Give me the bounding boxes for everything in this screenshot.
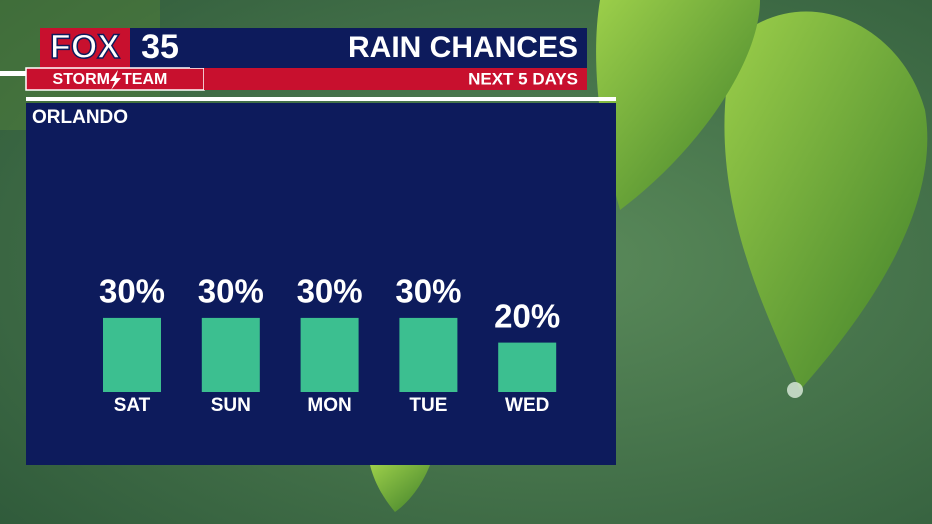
chart-subtitle: NEXT 5 DAYS bbox=[468, 69, 578, 88]
logo-right: TEAM bbox=[122, 71, 167, 88]
location: ORLANDO bbox=[32, 107, 128, 128]
leaf bbox=[596, 0, 760, 210]
logo-red bbox=[40, 28, 130, 68]
logo-brand: FOX bbox=[50, 28, 120, 66]
bar bbox=[201, 317, 260, 392]
bars: 30% SAT 30% SUN 30% MON 30% TUE 20% WED bbox=[99, 273, 560, 416]
value-label: 30% bbox=[99, 273, 165, 310]
leaf bbox=[724, 11, 928, 390]
chart-title: RAIN CHANCES bbox=[348, 31, 578, 64]
bar bbox=[300, 317, 359, 392]
logo-left: STORM bbox=[53, 71, 110, 88]
value-label: 20% bbox=[494, 297, 560, 334]
x-tick-label: SUN bbox=[211, 395, 251, 416]
logo-line bbox=[0, 71, 30, 76]
x-tick-label: MON bbox=[307, 395, 351, 416]
x-tick-label: WED bbox=[505, 395, 549, 416]
raindrop bbox=[787, 382, 803, 398]
bar bbox=[103, 317, 161, 392]
bar bbox=[399, 317, 458, 392]
x-tick-label: TUE bbox=[409, 395, 447, 416]
x-tick-label: SAT bbox=[114, 395, 151, 416]
title-bar bbox=[190, 28, 587, 68]
logo-channel: 35 bbox=[141, 28, 179, 66]
logo-navy bbox=[130, 28, 190, 68]
bar bbox=[498, 342, 557, 392]
bolt-icon bbox=[110, 70, 121, 90]
subtitle-bar bbox=[204, 68, 587, 90]
value-label: 30% bbox=[297, 273, 363, 310]
value-label: 30% bbox=[198, 273, 264, 310]
value-label: 30% bbox=[395, 273, 461, 310]
leaf bbox=[370, 465, 430, 512]
panel bbox=[26, 103, 616, 465]
divider bbox=[26, 97, 616, 101]
